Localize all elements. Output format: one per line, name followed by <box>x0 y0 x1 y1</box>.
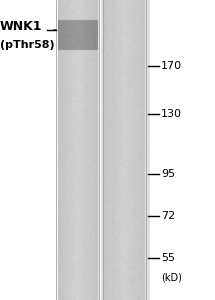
Text: 72: 72 <box>161 211 175 221</box>
Text: 170: 170 <box>161 61 182 71</box>
Text: (pThr58): (pThr58) <box>0 40 55 50</box>
Text: 95: 95 <box>161 169 175 179</box>
Text: 55: 55 <box>161 253 175 263</box>
Text: WNK1: WNK1 <box>0 20 43 34</box>
Text: (kD): (kD) <box>161 272 182 283</box>
Text: 130: 130 <box>161 109 182 119</box>
